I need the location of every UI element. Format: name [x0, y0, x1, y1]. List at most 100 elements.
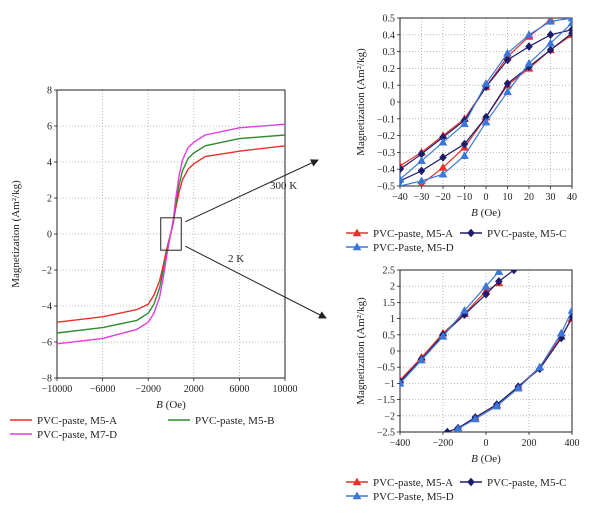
data-point [568, 28, 572, 38]
y-tick-label: −4 [41, 302, 52, 313]
y-tick-label: 0 [390, 347, 395, 358]
legend-label: PVC-paste, M5-C [487, 477, 566, 489]
series-3 [400, 18, 572, 186]
legend-label: PVC-paste, M5-B [195, 415, 274, 427]
y-tick-label: 0.4 [383, 30, 396, 41]
chart-inset-300k: −40 −30 −20 −10 0 10 20 30 40 −0.5 −0.4 −0.3 −0.2 −0.… [346, 14, 577, 254]
data-point [417, 166, 426, 176]
legend-item: PVC-Paste, M5-D [346, 242, 454, 254]
series-line-upper [400, 19, 551, 167]
data-point [494, 270, 504, 275]
data-point [481, 117, 491, 126]
x-tick-label: −10 [457, 192, 473, 203]
x-tick-label: 6000 [229, 384, 249, 395]
legend-label: PVC-paste, M5-C [487, 228, 566, 240]
data-point [535, 362, 545, 371]
chart-main-hysteresis: −10000 −6000 −2000 2000 6000 10000 −8 −6 −4 −2 0 2 4… [10, 86, 298, 441]
x-tick-label: −30 [414, 192, 430, 203]
data-point [417, 355, 426, 364]
label-300k: 300 K [270, 180, 297, 192]
series-line-lower [447, 316, 572, 432]
y-tick-label: 2.5 [383, 266, 396, 277]
data-point [481, 281, 491, 290]
legend-label: PVC-paste, M7-D [37, 429, 117, 441]
data-point [460, 139, 469, 149]
data-point [443, 427, 452, 432]
y-tick-label: −0.4 [377, 165, 395, 176]
legend-item: PVC-Paste, M5-D [346, 491, 454, 503]
y-axis-label: Magnetization (Am²/kg) [355, 48, 367, 156]
legend-marker [352, 242, 362, 251]
data-point [417, 156, 426, 165]
y-tick-label: −2 [384, 411, 395, 422]
y-tick-label: −6 [41, 338, 52, 349]
y-tick-label: −0.1 [377, 114, 395, 125]
data-point [503, 48, 512, 57]
y-tick-label: −0.5 [377, 182, 395, 193]
y-tick-label: 0.5 [383, 330, 396, 341]
legend-label: PVC-Paste, M5-D [373, 242, 454, 254]
data-point [460, 119, 469, 128]
y-tick-label: −0.5 [377, 363, 395, 374]
y-tick-label: −2.5 [377, 428, 395, 439]
x-tick-label: −10000 [42, 384, 73, 395]
legend-label: PVC-paste, M5-A [37, 415, 117, 427]
x-tick-label: −6000 [90, 384, 116, 395]
plot-frame [399, 269, 573, 433]
series-line-lower [400, 32, 572, 182]
legend-marker [352, 228, 362, 237]
legend-label: PVC-paste, M5-A [373, 477, 453, 489]
x-tick-label: 0 [484, 192, 489, 203]
data-point [438, 137, 448, 146]
x-tick-label: 10000 [273, 384, 298, 395]
y-tick-label: −0.3 [377, 148, 395, 159]
legend-item: PVC-paste, M5-B [168, 415, 274, 427]
data-point [400, 378, 405, 387]
arrow-to-300k-inset [185, 159, 319, 223]
x-tick-label: −200 [433, 438, 454, 449]
x-axis-symbol: B [471, 207, 478, 219]
x-tick-label: 0 [484, 438, 489, 449]
y-tick-label: 0.1 [383, 81, 396, 92]
x-axis-label: B (Oe) [471, 453, 501, 465]
legend-label: PVC-Paste, M5-D [373, 491, 454, 503]
legend-marker [467, 228, 475, 238]
arrow-to-2k-inset [185, 245, 327, 319]
x-tick-label: 40 [567, 192, 577, 203]
y-tick-label: 0 [47, 230, 52, 241]
data-point [513, 383, 523, 392]
x-axis-label: B (Oe) [156, 399, 186, 411]
data-point [460, 151, 469, 160]
series-line-lower [421, 34, 572, 185]
data-point [510, 270, 518, 275]
legend-item: PVC-paste, M5-A [346, 228, 453, 240]
y-tick-label: 4 [47, 158, 52, 169]
x-tick-label: −40 [392, 192, 408, 203]
chart-inset-2k: −400 −200 0 200 400 −2.5 −2 −1.5 −1 −0.5 0 0.5 1 1.5 2… [346, 266, 580, 503]
y-tick-label: −2 [41, 266, 52, 277]
legend-item: PVC-paste, M5-C [460, 477, 566, 489]
data-point [470, 414, 480, 423]
series-3 [400, 270, 572, 432]
x-tick-label: 400 [565, 438, 580, 449]
data-point [438, 169, 448, 178]
series-line-lower [457, 310, 572, 430]
x-tick-label: −2000 [135, 384, 161, 395]
data-point [567, 18, 572, 22]
data-point [400, 164, 404, 174]
data-point [546, 38, 555, 47]
data-point [567, 305, 572, 314]
legend: PVC-paste, M5-A PVC-paste, M5-B PVC-paste,… [10, 415, 274, 441]
data-point [495, 276, 503, 286]
x-tick-label: 20 [524, 192, 534, 203]
y-tick-label: 8 [47, 86, 52, 97]
data-point [400, 174, 405, 183]
data-point [503, 87, 512, 96]
y-axis-label: Magnetization (Am²/kg) [355, 297, 367, 405]
x-tick-label: −20 [435, 192, 451, 203]
x-axis-symbol: B [156, 399, 163, 411]
data-point [524, 58, 534, 67]
legend-label: PVC-paste, M5-A [373, 228, 453, 240]
x-tick-label: 200 [522, 438, 537, 449]
y-tick-label: 0.2 [383, 64, 396, 75]
